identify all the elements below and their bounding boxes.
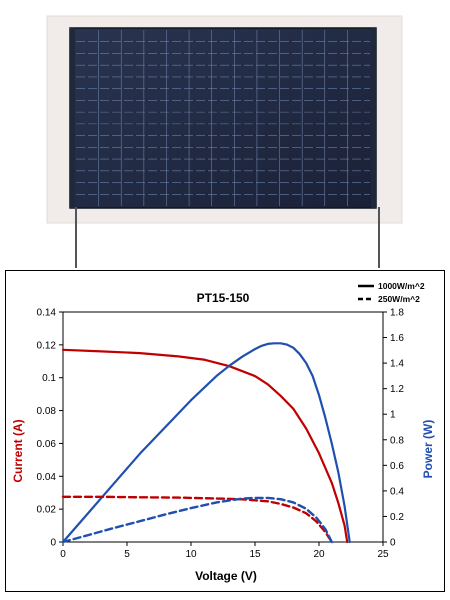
x-axis-title: Voltage (V) bbox=[195, 569, 257, 583]
x-tick-label: 5 bbox=[124, 549, 130, 560]
y-right-tick-label: 1 bbox=[390, 410, 396, 421]
y-right-tick-label: 0.8 bbox=[390, 435, 404, 446]
y-left-tick-label: 0 bbox=[50, 538, 56, 549]
y-right-tick-label: 0.6 bbox=[390, 461, 404, 472]
iv-chart-frame: PT15-150 1000W/m^2 250W/m^2 0 5 10 15 20 25 0 0… bbox=[5, 270, 445, 592]
y-right-tick-label: 1.4 bbox=[390, 359, 404, 370]
x-tick-label: 10 bbox=[185, 549, 197, 560]
y-left-tick-label: 0.04 bbox=[37, 472, 57, 483]
y-right-tick-label: 0.4 bbox=[390, 486, 404, 497]
series-current-1000 bbox=[61, 348, 349, 544]
y-right-tick-label: 1.8 bbox=[390, 308, 404, 319]
legend: 1000W/m^2 250W/m^2 bbox=[358, 281, 425, 304]
y-right-tick-label: 1.2 bbox=[390, 384, 404, 395]
plot-area-border bbox=[62, 311, 384, 543]
iv-chart: PT15-150 1000W/m^2 250W/m^2 0 5 10 15 20 2500… bbox=[11, 281, 435, 583]
cell-grid bbox=[76, 30, 370, 206]
x-tick-label: 15 bbox=[249, 549, 261, 560]
right-bus-bar bbox=[371, 28, 376, 208]
y-right-tick-label: 0 bbox=[390, 538, 396, 549]
y-left-tick-label: 0.02 bbox=[37, 505, 57, 516]
y-right-axis-title: Power (W) bbox=[421, 420, 435, 479]
y-left-tick-label: 0.14 bbox=[37, 308, 57, 319]
series-current-250 bbox=[61, 495, 333, 544]
x-tick-label: 25 bbox=[377, 549, 389, 560]
left-bus-bar bbox=[70, 28, 75, 208]
y-right-tick-label: 1.6 bbox=[390, 333, 404, 344]
legend-label-250: 250W/m^2 bbox=[378, 294, 420, 304]
x-tick-label: 0 bbox=[60, 549, 66, 560]
y-left-tick-label: 0.06 bbox=[37, 439, 57, 450]
series-power-1000 bbox=[61, 342, 351, 544]
chart-title: PT15-150 bbox=[197, 291, 250, 305]
series-layer bbox=[61, 342, 351, 544]
y-left-tick-label: 0.12 bbox=[37, 340, 57, 351]
y-left-axis-title: Current (A) bbox=[11, 419, 25, 482]
axes: 0 5 10 15 20 2500.020.040.060.080.10.120.1400… bbox=[37, 308, 405, 561]
y-right-tick-label: 0.2 bbox=[390, 512, 404, 523]
x-tick-label: 20 bbox=[313, 549, 325, 560]
y-left-tick-label: 0.1 bbox=[42, 373, 56, 384]
solar-panel-photo bbox=[46, 15, 403, 268]
panel-surface bbox=[69, 27, 377, 209]
legend-label-1000: 1000W/m^2 bbox=[378, 281, 425, 291]
y-left-tick-label: 0.08 bbox=[37, 406, 57, 417]
series-power-250 bbox=[61, 496, 333, 544]
